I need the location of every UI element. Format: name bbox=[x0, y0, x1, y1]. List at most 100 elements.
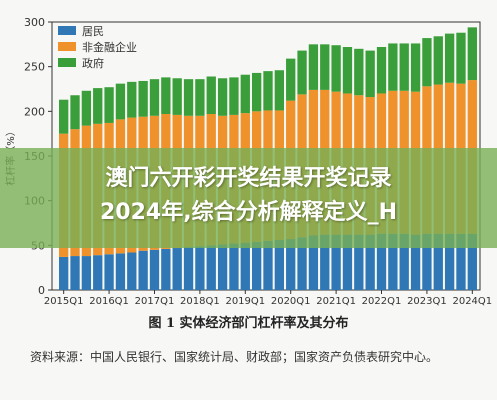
bar-2018Q4-series-0 bbox=[229, 243, 239, 290]
bar-2022Q2-series-2 bbox=[388, 43, 398, 91]
x-tick-label: 2022Q1 bbox=[362, 296, 402, 307]
data-source-note: 资料来源：中国人民银行、国家统计局、财政部；国家资产负债表研究中心。 bbox=[30, 350, 439, 364]
bar-2023Q3-series-2 bbox=[444, 33, 455, 83]
bar-2018Q1-series-0 bbox=[195, 246, 205, 290]
bar-2018Q1-series-2 bbox=[195, 79, 205, 116]
bar-2021Q4-series-2 bbox=[365, 50, 375, 98]
headline-line-2: 2024年,综合分析解释定义_H bbox=[99, 200, 397, 225]
bar-2016Q3-series-0 bbox=[127, 252, 137, 290]
bar-2016Q2-series-0 bbox=[115, 253, 126, 290]
legend-label-0: 居民 bbox=[82, 25, 104, 38]
y-tick-label: 300 bbox=[24, 16, 45, 29]
y-tick-label: 0 bbox=[38, 284, 45, 297]
bar-2020Q2-series-0 bbox=[297, 237, 307, 290]
bar-2020Q4-series-0 bbox=[320, 234, 330, 290]
x-tick-label: 2019Q1 bbox=[225, 296, 265, 307]
bar-2018Q3-series-0 bbox=[217, 244, 228, 290]
legend-label-1: 非金融企业 bbox=[82, 40, 137, 54]
bar-2015Q1-series-0 bbox=[59, 256, 69, 290]
bar-2023Q1-series-0 bbox=[422, 233, 432, 290]
bar-2018Q4-series-2 bbox=[229, 77, 239, 115]
bar-2016Q1-series-0 bbox=[104, 254, 114, 290]
bar-2024Q1-series-0 bbox=[467, 233, 477, 290]
bar-2019Q2-series-2 bbox=[251, 72, 262, 112]
bar-2021Q4-series-0 bbox=[365, 234, 375, 290]
bar-2022Q3-series-2 bbox=[399, 43, 409, 91]
bar-2017Q2-series-0 bbox=[161, 248, 171, 290]
bar-2022Q4-series-2 bbox=[410, 43, 421, 92]
bar-2021Q1-series-0 bbox=[331, 234, 341, 290]
x-tick-label: 2015Q1 bbox=[44, 296, 84, 307]
bar-2015Q4-series-0 bbox=[93, 255, 103, 290]
headline[interactable]: 澳门六开彩开奖结果开奖记录 2024年,综合分析解释定义_H bbox=[0, 162, 497, 230]
bar-2022Q1-series-2 bbox=[376, 47, 387, 94]
bar-2016Q3-series-2 bbox=[127, 81, 137, 118]
bar-2016Q4-series-2 bbox=[138, 80, 148, 117]
bar-2020Q4-series-2 bbox=[320, 44, 330, 90]
y-tick-label: 250 bbox=[24, 61, 45, 74]
bar-2020Q3-series-0 bbox=[308, 235, 319, 290]
legend-swatch-1 bbox=[58, 42, 76, 51]
bar-2016Q1-series-2 bbox=[104, 87, 114, 123]
legend-label-2: 政府 bbox=[82, 56, 104, 70]
x-tick-label: 2024Q1 bbox=[452, 296, 492, 307]
bar-2023Q4-series-0 bbox=[456, 233, 466, 290]
bar-2017Q1-series-0 bbox=[149, 249, 160, 290]
bar-2023Q2-series-0 bbox=[433, 233, 443, 290]
bar-2015Q1-series-2 bbox=[59, 99, 69, 134]
bar-2018Q2-series-0 bbox=[206, 245, 216, 290]
bar-2021Q1-series-2 bbox=[331, 45, 341, 92]
x-tick-label: 2020Q1 bbox=[271, 296, 311, 307]
headline-banner bbox=[0, 148, 497, 248]
bar-2021Q2-series-0 bbox=[342, 234, 353, 290]
bar-2023Q2-series-2 bbox=[433, 36, 443, 85]
bar-2016Q4-series-0 bbox=[138, 250, 148, 290]
headline-line-1: 澳门六开彩开奖结果开奖记录 bbox=[105, 166, 392, 191]
bar-2020Q1-series-0 bbox=[286, 239, 296, 290]
x-tick-label: 2018Q1 bbox=[180, 296, 220, 307]
bar-2022Q3-series-0 bbox=[399, 233, 409, 290]
bar-2019Q1-series-2 bbox=[240, 74, 250, 114]
bar-2017Q3-series-2 bbox=[172, 78, 182, 115]
bar-2015Q3-series-2 bbox=[81, 90, 92, 126]
bar-2019Q4-series-0 bbox=[274, 239, 285, 290]
bar-2019Q4-series-2 bbox=[274, 70, 285, 111]
bar-2017Q1-series-2 bbox=[149, 79, 160, 116]
bar-2020Q2-series-2 bbox=[297, 50, 307, 95]
chart-axes: 050100150200250300杠杆率（%）2015Q12016Q12017… bbox=[4, 16, 492, 307]
legend-swatch-2 bbox=[58, 58, 76, 67]
bar-2017Q3-series-0 bbox=[172, 248, 182, 290]
bar-2015Q4-series-2 bbox=[93, 88, 103, 124]
bar-2019Q3-series-2 bbox=[263, 71, 273, 111]
bar-2015Q2-series-0 bbox=[70, 256, 80, 290]
bar-2023Q3-series-0 bbox=[444, 233, 455, 290]
bar-2023Q4-series-2 bbox=[456, 32, 466, 84]
bar-2020Q3-series-2 bbox=[308, 44, 319, 90]
bar-2018Q3-series-2 bbox=[217, 78, 228, 116]
x-tick-label: 2021Q1 bbox=[316, 296, 356, 307]
bar-2021Q3-series-0 bbox=[354, 234, 364, 290]
bar-2022Q1-series-0 bbox=[376, 233, 387, 290]
bar-2023Q1-series-2 bbox=[422, 38, 432, 87]
legend-swatch-0 bbox=[58, 26, 76, 35]
figure-caption: 图 1 实体经济部门杠杆率及其分布 bbox=[148, 316, 349, 331]
bar-2021Q2-series-2 bbox=[342, 47, 353, 94]
bar-2022Q4-series-0 bbox=[410, 234, 421, 290]
bar-2019Q2-series-0 bbox=[251, 241, 262, 290]
bar-2019Q3-series-0 bbox=[263, 240, 273, 290]
bar-2020Q1-series-2 bbox=[286, 58, 296, 101]
x-tick-label: 2016Q1 bbox=[89, 296, 129, 307]
bar-2017Q4-series-2 bbox=[183, 79, 194, 116]
bar-2019Q1-series-0 bbox=[240, 242, 250, 290]
bar-2021Q3-series-2 bbox=[354, 48, 364, 96]
bar-2015Q2-series-2 bbox=[70, 95, 80, 130]
bar-2017Q2-series-2 bbox=[161, 77, 171, 115]
bar-2022Q2-series-0 bbox=[388, 233, 398, 290]
bar-2024Q1-series-2 bbox=[467, 27, 477, 81]
bar-2018Q2-series-2 bbox=[206, 76, 216, 115]
bar-2017Q4-series-0 bbox=[183, 247, 194, 290]
x-tick-label: 2017Q1 bbox=[135, 296, 175, 307]
bar-2015Q3-series-0 bbox=[81, 256, 92, 290]
bar-2016Q2-series-2 bbox=[115, 83, 126, 120]
